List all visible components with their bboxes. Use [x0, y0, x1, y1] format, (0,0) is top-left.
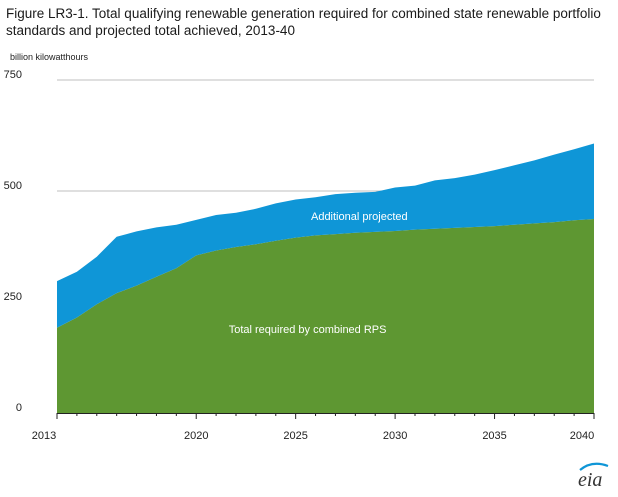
x-tick-label: 2013: [32, 430, 56, 442]
x-tick-label: 2040: [570, 430, 594, 442]
x-tick-label: 2020: [184, 430, 208, 442]
x-tick-label: 2030: [383, 430, 407, 442]
eia-logo: eia: [578, 462, 609, 490]
y-tick-label: 750: [4, 69, 22, 81]
chart-areas: [57, 143, 594, 413]
y-axis-unit-label: billion kilowatthours: [10, 52, 89, 62]
x-axis-ticks: 2013 2020 2025 2030 2035 2040: [32, 430, 594, 442]
y-axis-ticks: 0 250 500 750: [4, 69, 22, 414]
x-tick-label: 2035: [482, 430, 506, 442]
y-tick-label: 250: [4, 291, 22, 303]
y-tick-label: 0: [16, 402, 22, 414]
area-label: Total required by combined RPS: [229, 324, 387, 336]
svg-text:eia: eia: [578, 469, 602, 490]
area-labels: Additional projected Total required by co…: [229, 211, 408, 336]
x-tick-label: 2025: [283, 430, 307, 442]
additional-projected-area: [57, 143, 594, 328]
rps-required-area: [57, 218, 594, 413]
y-tick-label: 500: [4, 180, 22, 192]
area-label: Additional projected: [311, 211, 408, 223]
chart-title: Figure LR3-1. Total qualifying renewable…: [6, 6, 601, 38]
x-axis: [56, 413, 595, 419]
